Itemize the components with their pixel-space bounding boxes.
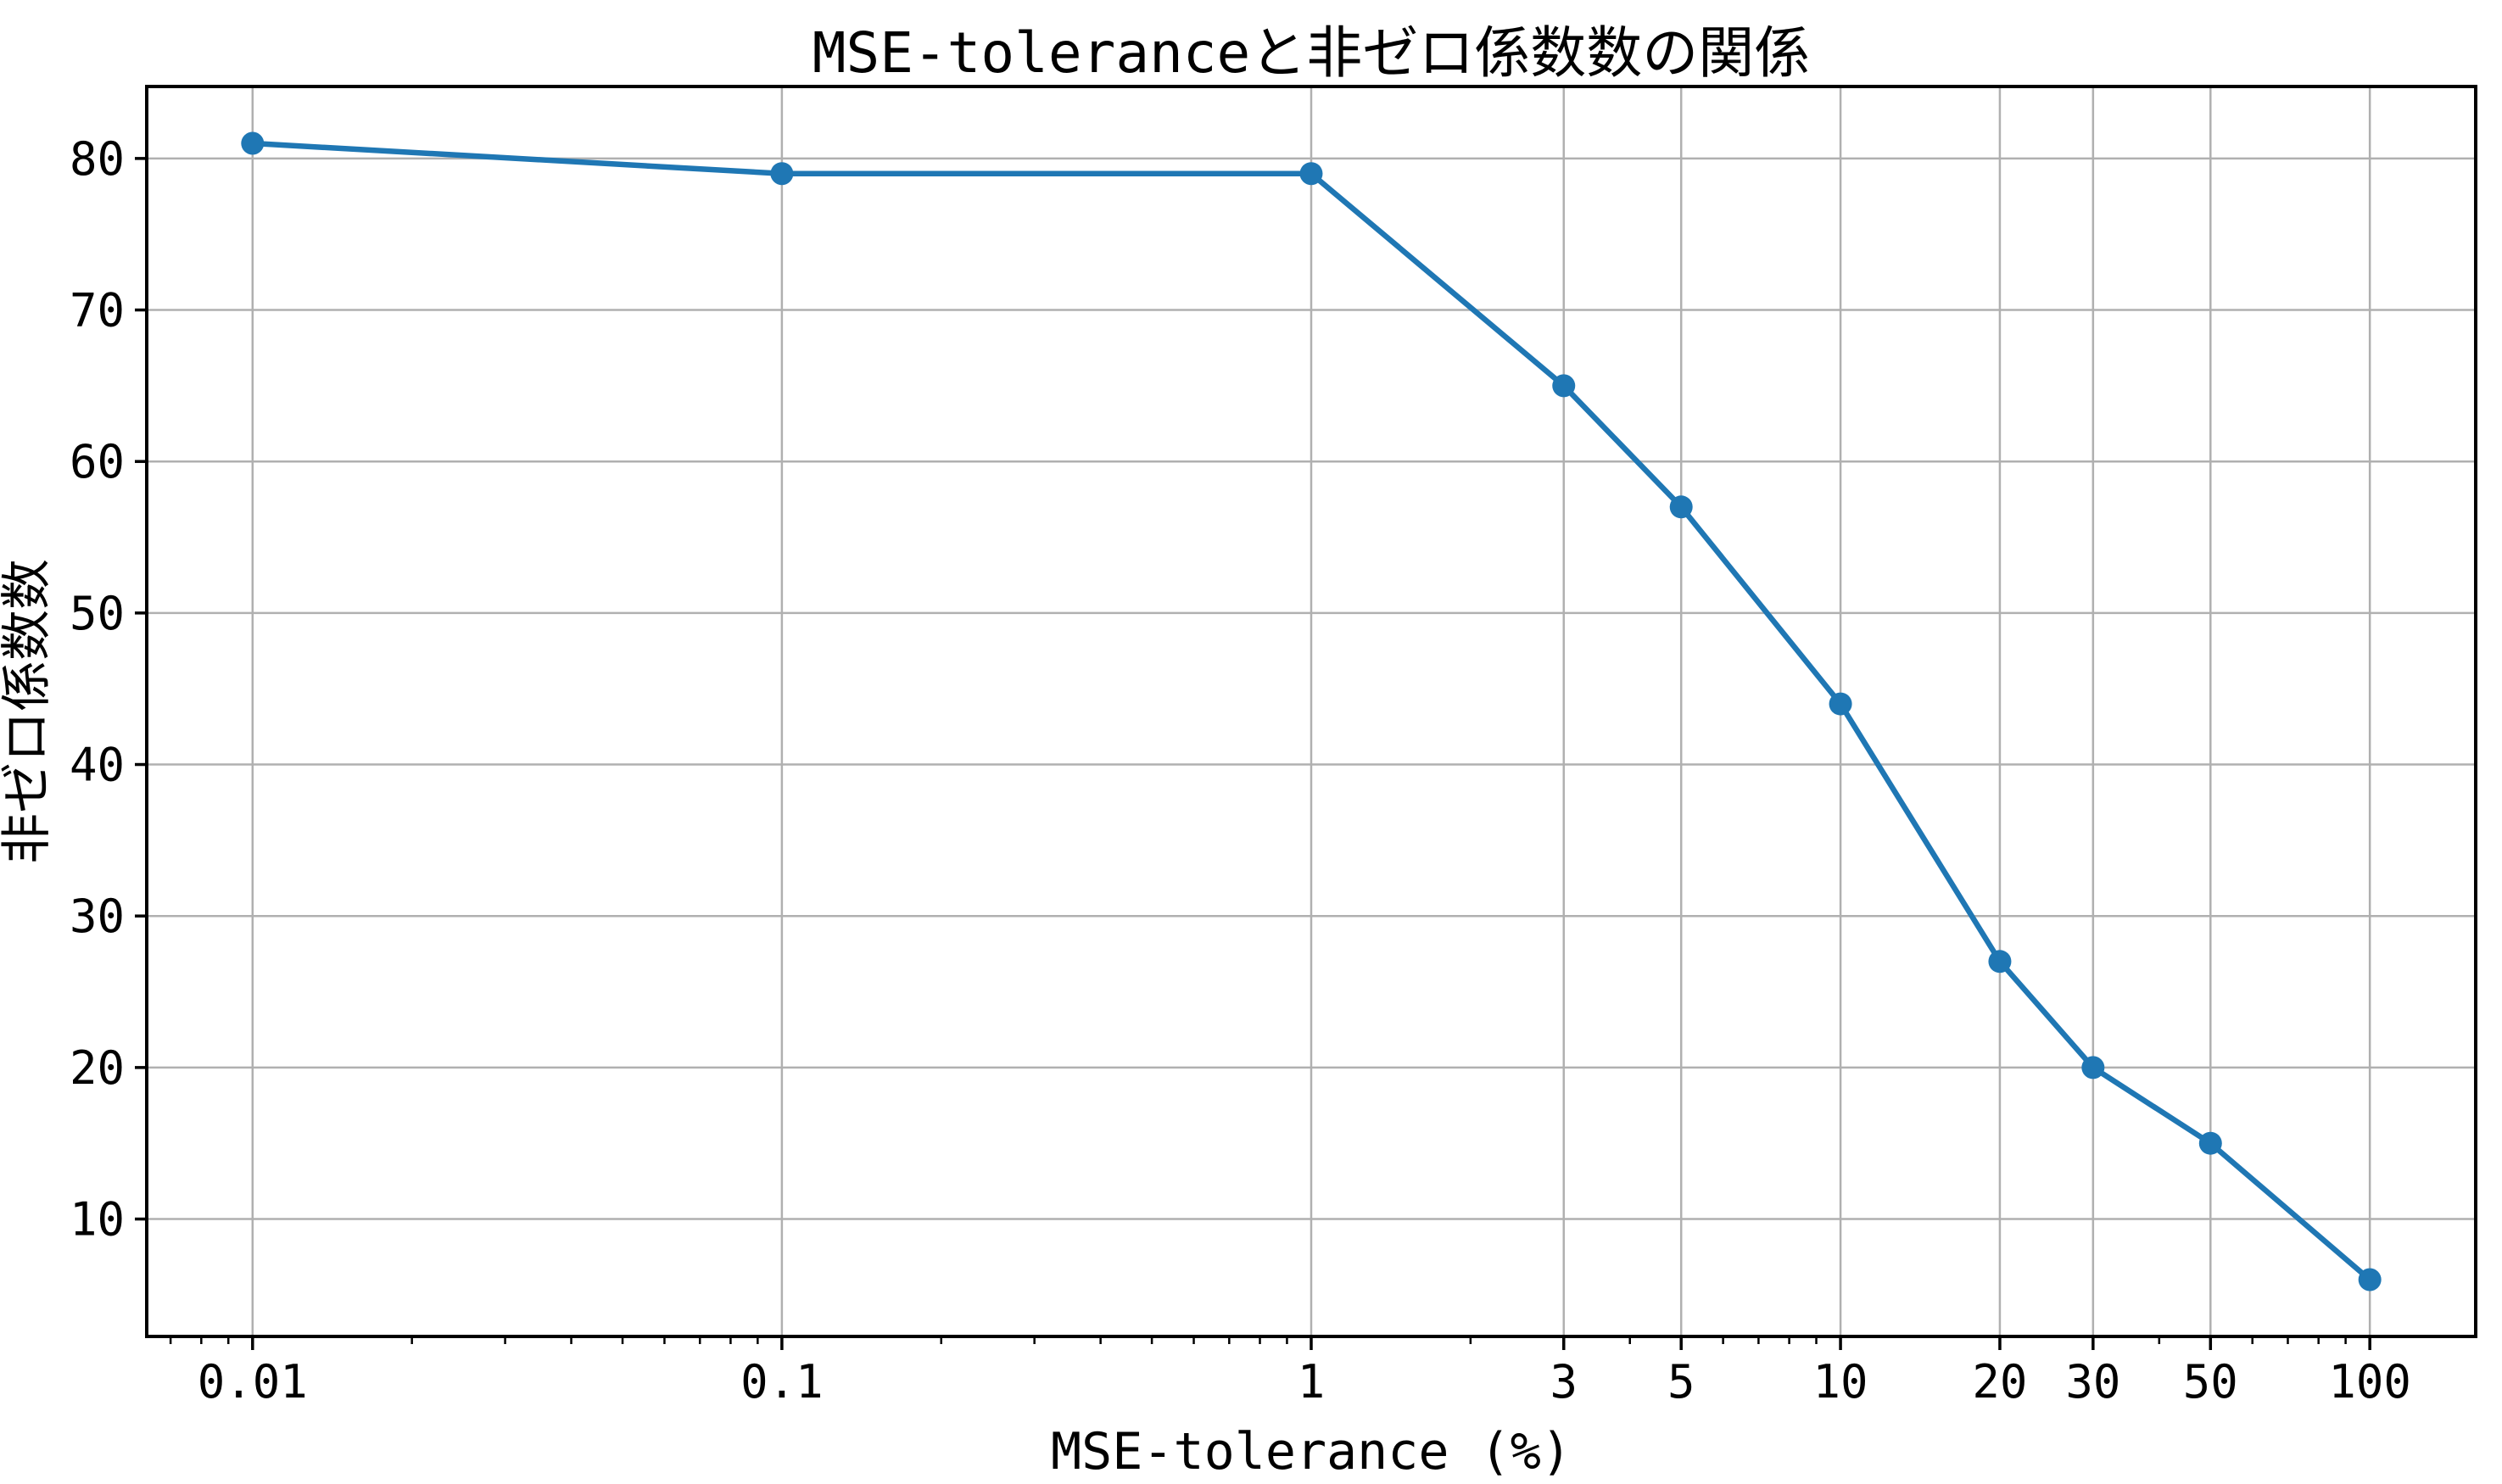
data-point: [1552, 374, 1576, 398]
data-point: [1988, 950, 2012, 974]
y-axis-label: 非ゼロ係数数: [0, 559, 57, 864]
data-point: [2358, 1268, 2382, 1292]
data-point: [2198, 1131, 2222, 1155]
tick-layer: 0.01 0.1 1 3 5 10 20 30 50 100 10 20 30 40 50 60 70 80: [70, 132, 2411, 1409]
x-tick-label: 3: [1550, 1355, 1578, 1409]
grid-layer: [147, 86, 2476, 1336]
series-layer: [241, 131, 2382, 1292]
x-tick-label: 20: [1972, 1355, 2027, 1409]
y-tick-label: 20: [70, 1041, 125, 1095]
plot-spines: [145, 85, 2477, 1338]
x-tick-label: 0.01: [198, 1355, 308, 1409]
data-point: [241, 131, 265, 155]
y-tick-label: 10: [70, 1193, 125, 1247]
y-tick-label: 40: [70, 739, 125, 792]
x-tick-label: 30: [2065, 1355, 2120, 1409]
y-tick-label: 70: [70, 284, 125, 338]
y-tick-label: 80: [70, 132, 125, 186]
data-point: [2081, 1056, 2105, 1080]
y-tick-label: 60: [70, 435, 125, 488]
data-point: [1299, 162, 1323, 186]
data-point: [770, 162, 794, 186]
data-point: [1669, 495, 1693, 519]
x-tick-label: 100: [2328, 1355, 2411, 1409]
x-tick-label: 1: [1298, 1355, 1326, 1409]
x-tick-label: 50: [2183, 1355, 2238, 1409]
data-line: [249, 140, 2373, 1283]
x-axis-label: MSE-tolerance (%): [1051, 1422, 1572, 1481]
y-tick-label: 30: [70, 890, 125, 943]
y-tick-label: 50: [70, 587, 125, 640]
x-tick-label: 0.1: [740, 1355, 824, 1409]
chart-title: MSE-toleranceと非ゼロ係数数の関係: [813, 20, 1811, 86]
x-tick-label: 10: [1813, 1355, 1868, 1409]
x-tick-label: 5: [1667, 1355, 1695, 1409]
data-point: [1829, 692, 1852, 716]
